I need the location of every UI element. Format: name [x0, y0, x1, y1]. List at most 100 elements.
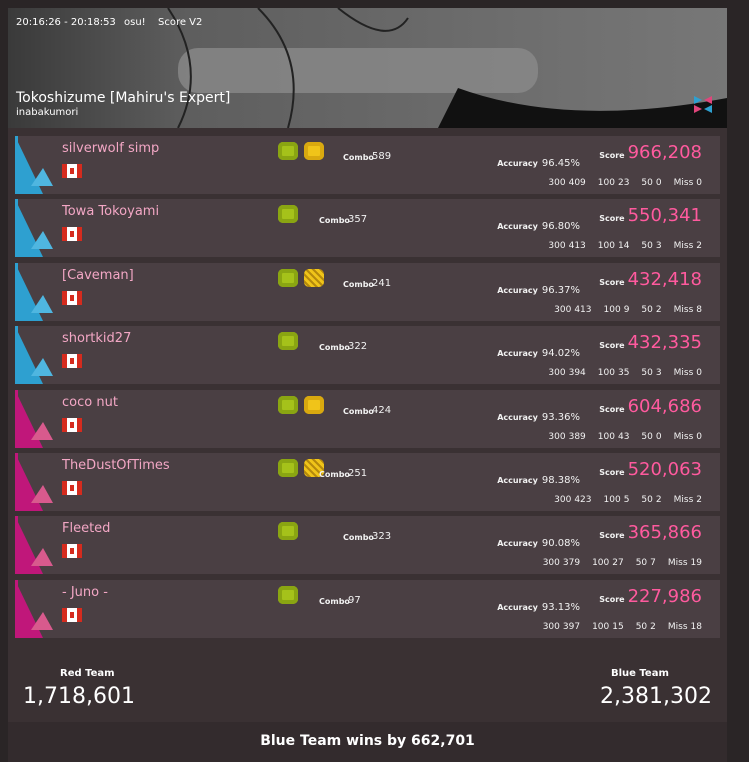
player-row: [Caveman] Combo 241 Accuracy 96.37% Score 432,…	[15, 262, 720, 321]
count-300-label: 300	[542, 558, 560, 569]
count-300-label: 300	[554, 304, 572, 315]
player-name: - Juno -	[62, 584, 108, 600]
count-100: 100 43	[598, 424, 630, 443]
team-icon	[704, 105, 712, 113]
count-100-label: 100	[597, 431, 615, 442]
count-100: 100 5	[604, 487, 630, 506]
combo-value: 357	[348, 214, 368, 226]
score-group: Score 227,986	[599, 586, 702, 607]
mod-icon	[304, 395, 324, 414]
red-team-score: 1,718,601	[23, 684, 135, 709]
count-100-label: 100	[603, 495, 621, 505]
count-miss: Miss 0	[674, 424, 702, 443]
accuracy-group: Accuracy 93.36%	[497, 405, 580, 424]
count-50-label: 50	[635, 621, 648, 632]
red-team-label: Red Team	[60, 668, 115, 679]
hit-counts: 300 394 100 35 50 3 Miss 0	[536, 360, 702, 379]
count-miss-value: 2	[696, 495, 702, 505]
mod-icon	[278, 395, 298, 414]
team-icon	[694, 105, 702, 113]
player-name: coco nut	[62, 394, 118, 410]
team-stripe	[15, 579, 53, 638]
accuracy-group: Accuracy 96.80%	[497, 214, 580, 233]
count-100-label: 100	[592, 558, 610, 569]
count-300-label: 300	[548, 178, 566, 188]
player-row: TheDustOfTimes Combo 251 Accuracy 98.38% Scor…	[15, 453, 720, 511]
score-value: 227,986	[627, 585, 702, 607]
combo-value: 589	[372, 151, 392, 162]
count-100-value: 27	[612, 558, 624, 569]
beatmap-title: Tokoshizume [Mahiru's Expert]	[16, 90, 231, 106]
accuracy-value: 98.38%	[541, 475, 580, 486]
team-icon	[704, 96, 712, 104]
count-100-value: 35	[617, 368, 630, 379]
count-miss-label: Miss	[673, 368, 694, 379]
team-stripe	[15, 136, 53, 194]
stripe	[31, 485, 53, 503]
art-lines	[167, 8, 409, 128]
count-300-label: 300	[548, 431, 566, 442]
count-50: 50 2	[641, 297, 661, 316]
count-miss-value: 0	[696, 178, 702, 188]
count-miss-label: Miss	[667, 621, 688, 632]
country-flag	[62, 481, 82, 495]
result-bar: Blue Team wins by 662,701	[8, 722, 727, 762]
count-miss-label: Miss	[673, 304, 694, 315]
score-group: Score 604,686	[599, 396, 702, 417]
count-300-value: 389	[568, 431, 586, 442]
count-50-value: 2	[655, 304, 662, 315]
count-50-value: 3	[655, 368, 662, 379]
count-50: 50 0	[641, 424, 661, 443]
count-miss: Miss 18	[668, 614, 702, 633]
mod-icon	[278, 332, 298, 351]
player-name: silverwolf simp	[62, 141, 160, 156]
score-group: Score 966,208	[599, 142, 702, 163]
count-miss-label: Miss	[667, 558, 688, 569]
blue-team-score: 2,381,302	[600, 684, 712, 709]
blue-team-label: Blue Team	[611, 668, 669, 679]
count-50-label: 50	[641, 241, 653, 252]
count-50: 50 0	[641, 170, 661, 189]
count-50-label: 50	[641, 304, 653, 315]
accuracy-group: Accuracy 94.02%	[497, 341, 580, 360]
accuracy-group: Accuracy 98.38%	[497, 468, 580, 487]
count-50-label: 50	[641, 495, 653, 505]
count-100-value: 14	[617, 241, 630, 252]
score-label: Score	[599, 277, 625, 287]
combo-label: Combo	[343, 406, 374, 416]
accuracy-group: Accuracy 90.08%	[497, 531, 580, 550]
score-label: Score	[599, 531, 625, 541]
count-miss: Miss 0	[674, 170, 702, 189]
combo-value: 322	[348, 341, 368, 353]
count-100: 100 35	[598, 360, 630, 379]
player-name: Towa Tokoyami	[62, 204, 160, 220]
player-row: silverwolf simp Combo 589 Accuracy 96.45% Sco…	[15, 136, 720, 194]
team-stripe	[15, 199, 53, 258]
combo-value: 323	[372, 531, 392, 543]
country-flag	[62, 164, 82, 178]
count-50-value: 0	[655, 178, 662, 188]
mod-icon	[278, 585, 298, 604]
score-group: Score 432,418	[599, 269, 702, 290]
hit-counts: 300 413 100 14 50 3 Miss 2	[536, 233, 702, 252]
score-group: Score 550,341	[599, 205, 702, 226]
player-row: Fleeted Combo 323 Accuracy 90.08% Score 365,86…	[15, 516, 720, 575]
player-name: [Caveman]	[62, 267, 134, 283]
stripe	[31, 611, 53, 630]
combo-label: Combo	[319, 216, 350, 226]
count-50: 50 2	[636, 614, 656, 633]
stripe	[31, 168, 53, 186]
country-flag	[62, 354, 82, 369]
country-flag	[62, 544, 82, 559]
art-shadow	[438, 88, 727, 128]
count-100-label: 100	[592, 621, 610, 632]
scoring-type: Score V2	[158, 17, 203, 28]
accuracy-label: Accuracy	[497, 476, 538, 485]
mod-icon	[278, 142, 298, 160]
team-stripe	[15, 326, 53, 385]
mod-icon	[304, 142, 324, 160]
count-miss-value: 0	[696, 431, 702, 442]
score-group: Score 432,335	[599, 332, 702, 353]
count-300: 300 397	[543, 614, 580, 633]
combo-label: Combo	[343, 153, 374, 162]
